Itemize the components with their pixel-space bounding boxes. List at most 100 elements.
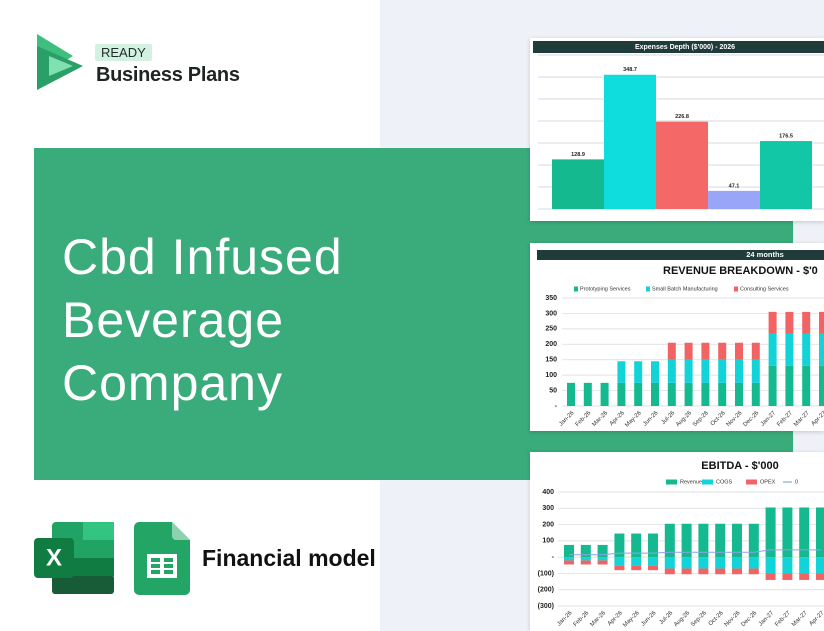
x-tick-label: Oct-26 — [708, 610, 725, 627]
legend-swatch — [646, 286, 650, 292]
x-tick-label: Mar-27 — [791, 610, 809, 628]
chart-header: 24 months — [746, 250, 784, 259]
bar-segment — [782, 507, 793, 558]
bar-segment — [751, 359, 760, 383]
chart: EBITDA - $'000 (300) (200) (100) - 100 200 300 4… — [538, 460, 824, 629]
y-tick-label: 200 — [545, 341, 557, 348]
bar-segment — [664, 568, 675, 575]
bar-segment — [718, 342, 727, 360]
bar-segment — [735, 382, 743, 406]
bar-segment — [667, 382, 676, 406]
bar-segment — [715, 557, 726, 569]
bar-segment — [732, 557, 742, 569]
legend-swatch — [734, 286, 738, 292]
bar-segment — [799, 507, 810, 558]
x-tick-label: Sep-26 — [690, 610, 708, 628]
x-tick-label: Feb-27 — [774, 610, 792, 628]
x-tick-label: Mar-27 — [793, 410, 811, 428]
x-tick-label: Jun-26 — [640, 610, 658, 628]
bar-segment — [651, 361, 659, 383]
value-label: 348.7 — [623, 67, 637, 73]
legend-label: Prototyping Services — [580, 286, 631, 292]
value-label: 128.9 — [571, 152, 585, 158]
bar-segment — [564, 560, 574, 565]
bar-segment — [765, 507, 776, 558]
bar-segment — [782, 573, 793, 580]
bar-segment — [802, 365, 811, 406]
header-bar — [537, 250, 824, 260]
bar-segment — [667, 359, 676, 383]
value-label: 176.5 — [779, 134, 793, 140]
bar-segment — [701, 382, 710, 406]
bar-segment — [634, 382, 643, 406]
bar-segment — [631, 565, 642, 571]
x-tick-label: Aug-26 — [675, 410, 693, 428]
bar-segment — [631, 557, 642, 566]
bar-segment — [617, 382, 626, 406]
bar-segment — [684, 359, 693, 383]
logo-badge: READY — [95, 44, 152, 61]
x-tick-label: Nov-26 — [726, 410, 744, 428]
bar-segment — [819, 333, 824, 366]
bar-segment — [799, 557, 810, 574]
y-tick-label: (100) — [538, 570, 554, 577]
excel-icon: X — [34, 522, 114, 594]
svg-text:X: X — [46, 544, 62, 571]
legend-label: COGS — [716, 479, 733, 485]
x-tick-label: May-26 — [622, 610, 641, 629]
bar-segment — [600, 382, 609, 406]
chart-title: EBITDA - $'000 — [701, 460, 778, 472]
x-tick-label: Dec-26 — [742, 410, 760, 428]
bar-segment — [718, 382, 727, 406]
y-tick-label: 350 — [545, 295, 557, 302]
chart-title: REVENUE BREAKDOWN - $'0 — [663, 265, 818, 277]
bar-segment — [580, 560, 591, 565]
bar-segment — [651, 382, 659, 406]
bar-segment — [648, 565, 658, 571]
bar-segment — [564, 544, 574, 558]
x-tick-label: Jan-26 — [558, 410, 576, 428]
y-tick-label: 100 — [545, 372, 557, 379]
legend-label: Revenue — [680, 479, 702, 485]
bar-segment — [614, 565, 625, 571]
bar-segment — [580, 557, 591, 561]
chart-card: EBITDA - $'000 (300) (200) (100) - 100 200 300 4… — [530, 452, 824, 631]
bar-segment — [751, 382, 760, 406]
bar-segment — [785, 365, 794, 406]
bar-segment — [648, 557, 658, 566]
y-tick-label: 50 — [549, 387, 557, 394]
bar-segment — [819, 311, 824, 334]
bar-segment — [597, 560, 608, 565]
bar-segment — [768, 311, 777, 334]
line — [569, 549, 821, 556]
x-tick-label: Jan-26 — [556, 610, 574, 628]
title-bar — [533, 41, 824, 53]
chart: 24 months REVENUE BREAKDOWN - $'0 - 50 100 15… — [537, 250, 824, 429]
bar-segment — [684, 342, 693, 360]
bar-segment — [718, 359, 727, 383]
bar-segment — [667, 342, 676, 360]
bar-segment — [732, 568, 742, 575]
legend-label: 0 — [795, 479, 798, 485]
y-tick-label: (300) — [538, 603, 554, 610]
bar-segment — [664, 523, 675, 558]
bar-segment — [701, 342, 710, 360]
bar-segment — [782, 557, 793, 574]
bar-segment — [681, 557, 692, 569]
x-tick-label: Apr-27 — [809, 610, 824, 627]
bar-segment — [698, 557, 709, 569]
x-tick-label: Mar-26 — [589, 610, 607, 628]
x-tick-label: Jun-26 — [642, 410, 660, 428]
y-tick-label: 200 — [542, 521, 554, 528]
x-tick-label: Aug-26 — [673, 610, 691, 628]
x-tick-label: Jan-27 — [760, 410, 778, 428]
y-tick-label: (200) — [538, 587, 554, 594]
chart-title: Expenses Depth ($'000) - 2026 — [635, 44, 735, 51]
bar-segment — [816, 557, 824, 574]
bar-segment — [768, 365, 777, 406]
bar-segment — [634, 361, 643, 383]
x-tick-label: Sep-26 — [692, 410, 710, 428]
y-tick-label: 100 — [542, 538, 554, 545]
x-tick-label: Apr-27 — [811, 410, 824, 427]
